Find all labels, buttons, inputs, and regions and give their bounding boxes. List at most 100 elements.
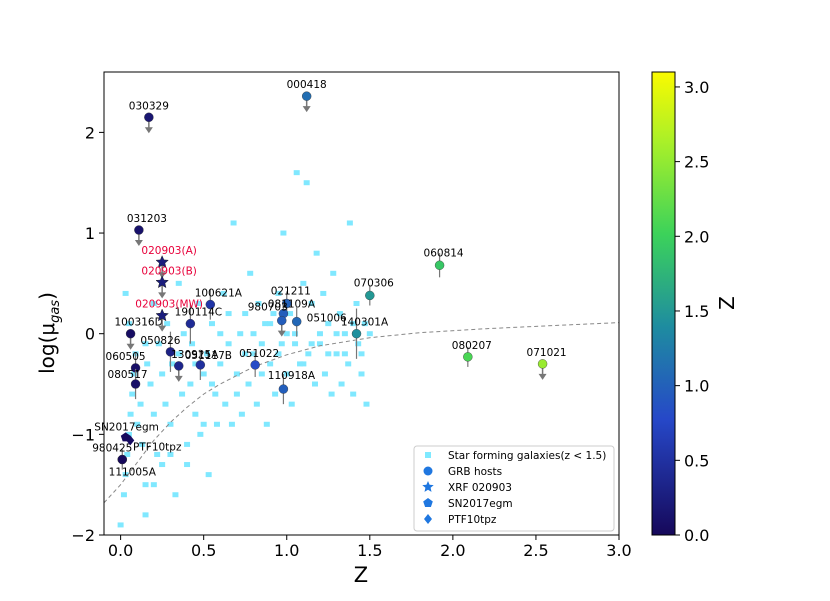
- x-tick-label: 0.5: [191, 541, 216, 560]
- grb-host-point: [125, 328, 136, 339]
- sf-galaxy-point: [197, 431, 204, 437]
- grb-host-point: [434, 260, 445, 270]
- xrf-020903-point: [155, 308, 169, 322]
- sf-galaxy-point: [169, 361, 176, 367]
- y-axis-label-base: log(μ: [35, 323, 59, 374]
- legend-label: PTF10tpz: [448, 514, 497, 526]
- legend-label: SN2017egm: [448, 498, 513, 510]
- sf-galaxy-point: [139, 441, 146, 447]
- sf-galaxy-point: [172, 492, 179, 498]
- sf-galaxy-point: [258, 341, 265, 347]
- sf-galaxy-point: [341, 351, 348, 357]
- sf-galaxy-point: [300, 361, 307, 367]
- y-axis-label-close: ): [35, 292, 59, 300]
- upper-limit-arrow-head: [302, 106, 311, 113]
- legend-label: GRB hosts: [448, 466, 502, 478]
- colorbar-tick-label: 3.0: [684, 78, 709, 97]
- legend-label: XRF 020903: [448, 482, 512, 494]
- sf-galaxy-point: [350, 321, 357, 327]
- legend-box: [413, 445, 615, 532]
- sf-galaxy-point: [336, 311, 343, 317]
- sf-galaxy-point: [316, 331, 323, 337]
- reference-curve: [103, 322, 620, 504]
- sf-galaxy-point: [242, 311, 249, 317]
- sf-galaxy-point: [245, 381, 252, 387]
- sf-galaxy-point: [361, 321, 368, 327]
- sf-galaxy-point: [262, 321, 269, 327]
- x-tick-label: 2.5: [523, 541, 548, 560]
- sf-galaxy-point: [350, 391, 357, 397]
- sf-galaxy-point: [328, 391, 335, 397]
- sf-galaxy-point: [293, 170, 300, 176]
- grb-host-point: [282, 298, 292, 309]
- grb-host-label: 031203: [127, 213, 167, 225]
- grb-host-label: 060814: [424, 247, 464, 259]
- sf-galaxy-point: [129, 391, 136, 397]
- y-axis-label-sub: gas: [48, 300, 63, 323]
- sf-galaxy-point: [125, 431, 132, 437]
- sf-galaxy-point: [320, 290, 327, 296]
- sf-galaxy-point: [150, 482, 157, 488]
- x-axis-label: Z: [354, 563, 368, 587]
- sf-galaxy-point: [217, 331, 224, 337]
- grb-host-label: 190114C: [175, 307, 222, 319]
- sf-galaxy-point: [162, 401, 169, 407]
- sf-galaxy-point: [208, 381, 215, 387]
- sf-galaxy-point: [242, 351, 249, 357]
- sf-galaxy-point: [134, 421, 141, 427]
- sf-galaxy-point: [225, 341, 232, 347]
- sf-galaxy-point: [355, 341, 362, 347]
- sf-galaxy-point: [270, 311, 277, 317]
- sf-galaxy-point: [204, 351, 210, 357]
- sf-galaxy-point: [258, 371, 265, 377]
- x-tick-label: 2.0: [440, 541, 465, 560]
- sf-galaxy-point: [122, 472, 129, 478]
- upper-limit-arrow-head: [158, 272, 167, 279]
- sf-galaxy-point: [213, 421, 220, 427]
- sf-galaxy-point: [200, 371, 207, 377]
- ptf10tpz-label: PTF10tpz: [133, 441, 182, 453]
- upper-limit-arrow-head: [134, 240, 143, 247]
- sf-galaxy-point: [363, 401, 370, 407]
- sf-galaxy-point: [117, 522, 124, 528]
- colorbar-tick-label: 0.0: [684, 526, 709, 545]
- grb-host-point: [165, 347, 176, 357]
- sf-galaxy-point: [238, 411, 245, 417]
- x-tick-label: 1.5: [357, 541, 382, 560]
- sf-galaxy-point: [233, 371, 240, 377]
- xrf-020903-point: [155, 275, 169, 289]
- sn2017egm-label: SN2017egm: [94, 421, 159, 433]
- sf-galaxy-point: [144, 361, 151, 367]
- sf-galaxy-point: [338, 381, 345, 387]
- sf-galaxy-point: [250, 331, 257, 337]
- sf-galaxy-point: [305, 351, 312, 357]
- plot-area: 030329 000418 031203 060814 070306 100621A 021…: [92, 79, 620, 528]
- sf-galaxy-point: [333, 331, 340, 337]
- sf-galaxy-point: [308, 301, 315, 306]
- grb-host-label: 051022: [239, 348, 279, 360]
- sf-galaxy-point: [345, 361, 352, 367]
- sf-galaxy-point: [283, 331, 290, 337]
- sf-galaxy-point: [316, 341, 323, 347]
- grb-host-point: [134, 225, 144, 235]
- xrf-020903-label: 020903(A): [141, 245, 196, 257]
- sf-galaxy-point: [159, 371, 166, 377]
- sf-galaxy-point: [208, 321, 215, 327]
- grb-host-label: 081109A: [268, 299, 316, 311]
- grb-host-label: 130925A: [171, 349, 219, 361]
- sf-galaxy-point: [313, 250, 320, 256]
- sf-galaxy-point: [175, 280, 182, 286]
- sf-galaxy-point: [263, 421, 270, 427]
- sf-galaxy-point: [330, 270, 337, 276]
- sf-galaxy-point: [297, 361, 304, 367]
- upper-limit-arrow-head: [126, 343, 135, 350]
- sf-galaxy-point: [255, 301, 262, 306]
- sf-galaxy-point: [142, 512, 149, 518]
- grb-host-label: 100316D: [114, 317, 162, 329]
- sf-galaxy-point: [333, 351, 340, 357]
- grb-host-point: [463, 352, 473, 362]
- sf-galaxy-point: [205, 472, 212, 478]
- legend-marker-pentagon: [423, 498, 433, 507]
- sf-galaxy-point: [280, 230, 287, 236]
- sf-galaxy-point: [275, 351, 282, 357]
